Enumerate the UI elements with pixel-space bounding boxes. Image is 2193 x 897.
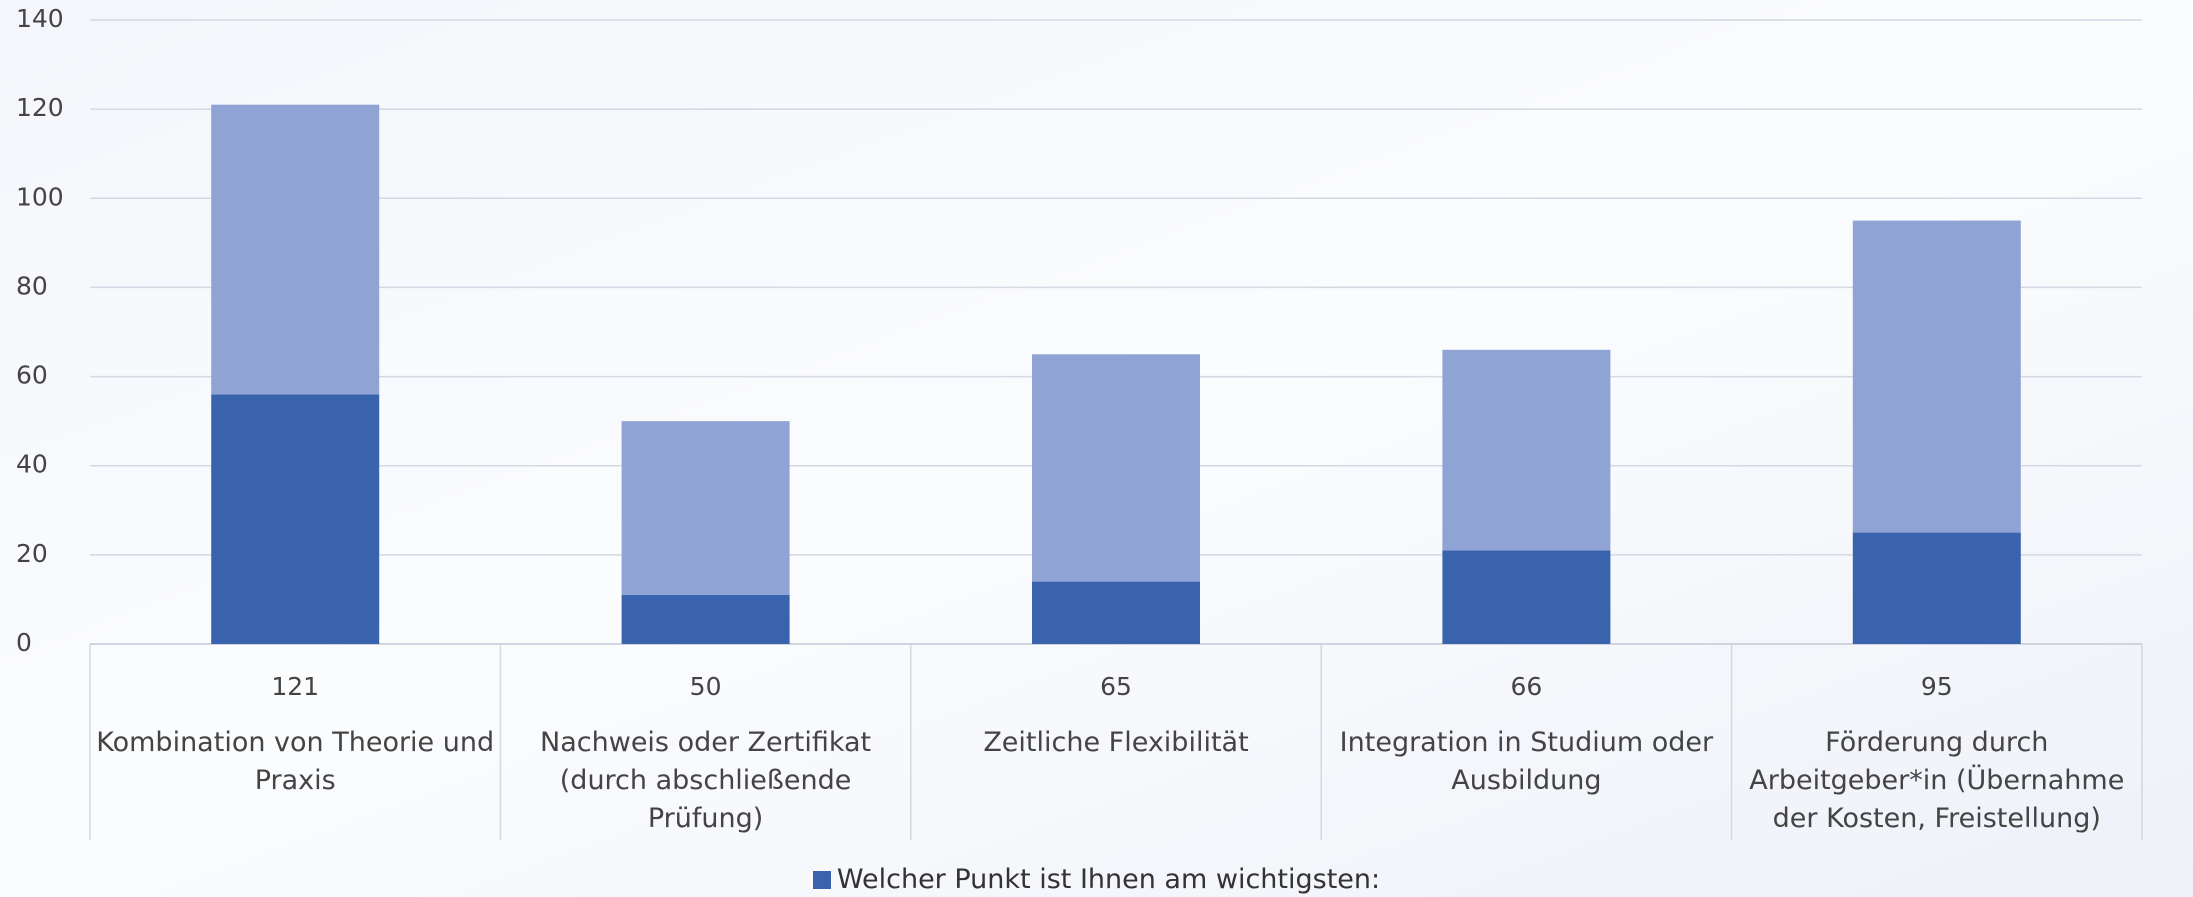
category-cell: 66 Integration in Studium oder Ausbildung xyxy=(1321,668,1731,800)
bar-segment xyxy=(211,104,380,395)
total-label: 50 xyxy=(689,672,722,701)
bar-segment xyxy=(621,594,790,644)
bar-segment xyxy=(1442,550,1611,644)
bar-segment xyxy=(1442,349,1611,551)
y-tick-label: 100 xyxy=(16,182,64,211)
y-tick-label: 80 xyxy=(16,271,48,300)
legend-label: Welcher Punkt ist Ihnen am wichtigsten: xyxy=(836,864,1381,895)
bar-segment xyxy=(1032,581,1200,644)
total-label: 121 xyxy=(271,672,320,701)
total-label: 65 xyxy=(1100,672,1132,701)
y-tick-label: 60 xyxy=(16,361,48,390)
x-tick-label: Integration in Studium oder Ausbildung xyxy=(1339,727,1714,796)
y-tick-label: 0 xyxy=(16,628,32,657)
x-tick-label: Kombination von Theorie und Praxis xyxy=(96,727,495,796)
legend-swatch xyxy=(812,871,831,889)
y-tick-label: 20 xyxy=(16,539,48,568)
x-tick-label: Nachweis oder Zertifikat (durch abschlie… xyxy=(540,727,872,834)
total-label: 95 xyxy=(1920,672,1953,701)
x-tick-label: Förderung durch Arbeitgeber*in (Übernahm… xyxy=(1749,727,2125,834)
bar-segment xyxy=(621,421,790,595)
category-cell: 50 Nachweis oder Zertifikat (durch abschl… xyxy=(500,668,910,838)
bar-segment xyxy=(1852,220,2021,533)
category-cell: 95 Förderung durch Arbeitgeber*in (Überna… xyxy=(1732,668,2142,838)
x-tick-label: Zeitliche Flexibilität xyxy=(983,727,1249,758)
bar-segment xyxy=(1852,532,2021,644)
category-cell: 121 Kombination von Theorie und Praxis xyxy=(90,668,500,800)
bar-segment xyxy=(211,394,380,644)
legend: Welcher Punkt ist Ihnen am wichtigsten: xyxy=(0,864,2193,895)
category-cell: 65 Zeitliche Flexibilität xyxy=(911,668,1321,762)
total-label: 66 xyxy=(1510,672,1543,701)
y-tick-label: 120 xyxy=(16,93,64,122)
bar-segment xyxy=(1032,354,1200,582)
y-tick-label: 40 xyxy=(16,450,48,479)
y-tick-label: 140 xyxy=(16,4,64,33)
